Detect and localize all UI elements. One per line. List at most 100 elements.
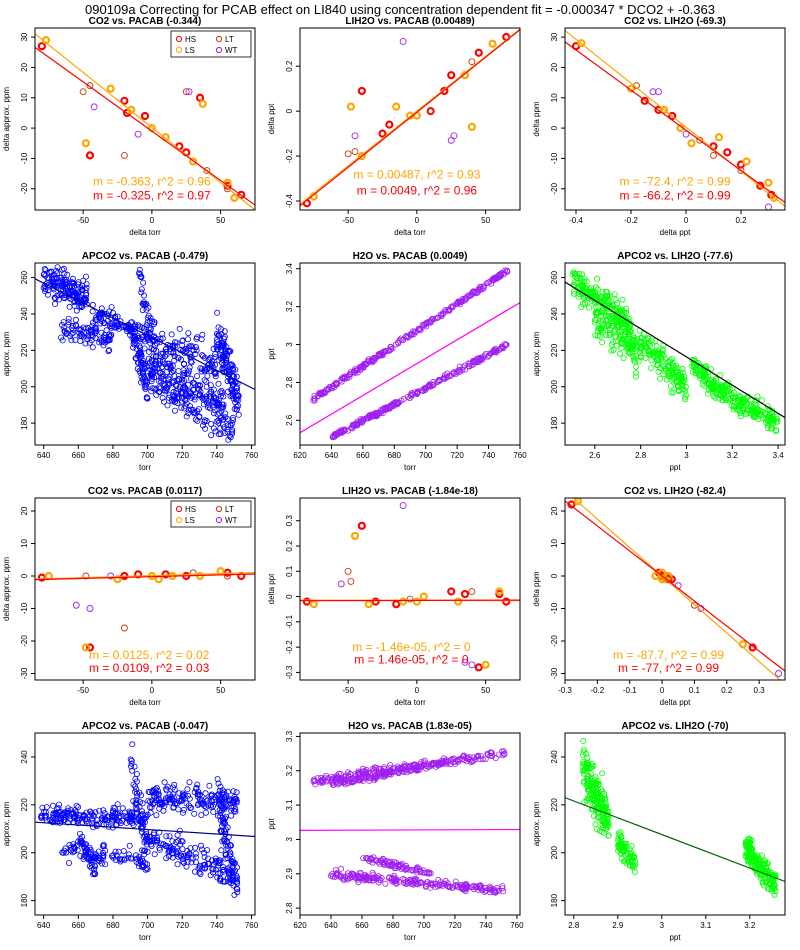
data-point — [195, 865, 202, 872]
data-point — [163, 345, 170, 352]
data-point — [96, 807, 103, 814]
fit-line — [565, 500, 785, 672]
data-point — [206, 782, 213, 789]
data-point — [186, 779, 193, 786]
data-point — [83, 273, 90, 280]
data-point — [611, 291, 618, 298]
y-tick-label: 2.8 — [285, 376, 294, 388]
data-point — [490, 888, 497, 895]
data-point — [208, 432, 215, 439]
legend-marker — [175, 35, 183, 43]
data-point — [205, 802, 212, 809]
data-point — [178, 837, 185, 844]
data-point — [605, 821, 612, 828]
data-point — [150, 353, 157, 360]
data-point — [175, 394, 182, 401]
data-point — [53, 279, 60, 286]
data-point — [620, 354, 627, 361]
data-point — [220, 393, 227, 400]
data-point — [730, 402, 737, 409]
data-point — [201, 854, 208, 861]
data-point — [138, 286, 145, 293]
data-point — [337, 771, 344, 778]
data-point — [621, 330, 628, 337]
data-point — [730, 406, 737, 413]
data-point — [200, 353, 207, 360]
data-point — [63, 330, 70, 337]
data-point — [64, 810, 71, 817]
data-point — [130, 781, 137, 788]
data-point — [209, 798, 216, 805]
data-point-LS — [127, 105, 136, 115]
data-point — [705, 390, 712, 397]
y-tick-label: 260 — [20, 270, 29, 284]
data-point-LT — [203, 167, 211, 175]
y-tick-label: 240 — [550, 307, 559, 321]
data-point-LS — [350, 531, 360, 541]
data-point — [141, 345, 148, 352]
data-point — [736, 399, 743, 406]
x-tick-label: -0.2 — [590, 686, 604, 695]
data-point — [146, 363, 153, 370]
fit-line — [35, 46, 255, 206]
data-point — [219, 416, 226, 423]
data-point — [380, 406, 387, 413]
data-point — [623, 309, 630, 316]
data-point — [365, 358, 372, 365]
data-point-LS — [309, 600, 318, 609]
data-point — [126, 842, 133, 849]
data-point — [150, 346, 157, 353]
data-point — [178, 852, 185, 859]
data-point — [140, 833, 147, 840]
data-point — [499, 885, 506, 892]
plot-area — [300, 267, 520, 441]
x-tick-label: 680 — [388, 451, 402, 460]
data-point-HS — [302, 199, 311, 208]
data-point — [655, 350, 662, 357]
data-point — [175, 355, 182, 362]
data-point — [194, 382, 201, 389]
data-point — [181, 371, 188, 378]
data-point — [631, 854, 638, 861]
data-point — [586, 796, 593, 803]
data-point — [153, 785, 160, 792]
data-point-LS — [742, 157, 751, 166]
legend-box — [170, 30, 252, 58]
data-point — [159, 359, 166, 366]
plot-area — [35, 33, 255, 210]
data-point — [156, 801, 163, 808]
y-tick-label: 2.6 — [285, 414, 294, 426]
data-point — [599, 339, 606, 346]
data-point — [690, 357, 697, 364]
data-point — [665, 362, 672, 369]
data-point — [647, 350, 654, 357]
data-point — [398, 766, 405, 773]
data-point-WT — [337, 580, 345, 588]
data-point — [215, 870, 222, 877]
y-axis-label: approx. ppm — [2, 331, 11, 376]
data-point — [485, 279, 492, 286]
data-point-LS — [488, 39, 497, 48]
data-point — [432, 763, 439, 770]
data-point — [455, 299, 462, 306]
x-tick-label: 720 — [450, 451, 464, 460]
data-point — [369, 877, 376, 884]
data-point — [754, 393, 761, 400]
data-point — [577, 275, 584, 282]
x-tick-label: 680 — [106, 921, 120, 930]
data-point — [486, 883, 493, 890]
legend-marker — [215, 35, 223, 43]
data-point — [183, 348, 190, 355]
data-point — [234, 886, 241, 893]
data-point — [63, 849, 70, 856]
data-point — [748, 858, 755, 865]
data-point — [580, 779, 587, 786]
plot-box — [299, 262, 521, 446]
x-tick-label: -0.1 — [623, 686, 637, 695]
data-point — [191, 868, 198, 875]
data-point — [49, 278, 56, 285]
data-point-HS — [567, 500, 576, 509]
data-point-LS — [198, 99, 207, 108]
data-point — [386, 347, 393, 354]
data-point — [195, 406, 202, 413]
